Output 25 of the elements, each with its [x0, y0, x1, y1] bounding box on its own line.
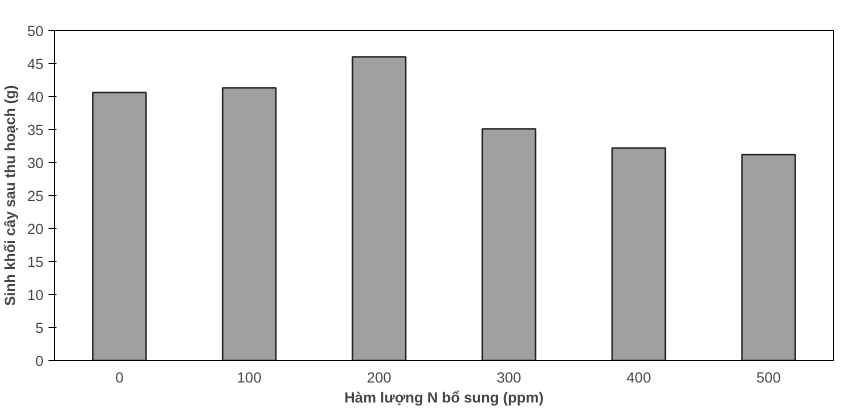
- y-tick-label: 25: [27, 189, 44, 205]
- y-tick-label: 15: [27, 255, 44, 271]
- x-tick-label: 300: [496, 370, 522, 386]
- y-tick-label: 35: [27, 123, 44, 139]
- bar: [222, 87, 277, 360]
- bar: [92, 92, 147, 360]
- x-tick-label: 400: [626, 370, 651, 386]
- x-tick-label: 200: [366, 370, 392, 386]
- y-tick-label: 45: [27, 57, 44, 73]
- x-tick-label: 500: [756, 370, 781, 386]
- bar: [352, 56, 406, 360]
- x-tick-label: 0: [115, 370, 124, 386]
- y-tick-label: 50: [27, 24, 44, 40]
- bar: [482, 128, 536, 360]
- y-tick-label: 40: [27, 90, 44, 106]
- y-axis-title: Sinh khối cây sau thu hoạch (g): [3, 85, 20, 306]
- x-tick-label: 100: [237, 370, 262, 386]
- x-axis-title: Hàm lượng N bổ sung (ppm): [344, 390, 544, 406]
- y-tick-label: 30: [27, 156, 44, 172]
- y-tick-label: 10: [27, 288, 44, 304]
- y-tick-label: 5: [35, 321, 44, 337]
- bar: [611, 147, 666, 360]
- y-tick-label: 0: [35, 354, 44, 370]
- y-tick-label: 20: [27, 222, 44, 238]
- bar: [741, 154, 796, 360]
